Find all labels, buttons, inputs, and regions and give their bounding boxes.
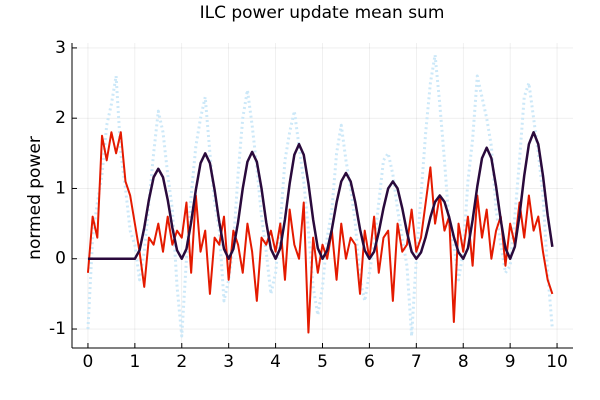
x-tick-label: 10 [546, 352, 568, 372]
y-axis-label: normed power [25, 136, 45, 260]
x-tick-label: 0 [83, 352, 94, 372]
chart-title: ILC power update mean sum [200, 3, 445, 23]
x-tick-label: 2 [176, 352, 187, 372]
y-tick-label: 2 [55, 108, 66, 128]
y-tick-label: 1 [55, 178, 66, 198]
x-tick-label: 4 [270, 352, 281, 372]
y-tick-label: 0 [55, 249, 66, 269]
x-tick-label: 8 [458, 352, 469, 372]
y-tick-label: 3 [55, 38, 66, 58]
x-tick-label: 6 [364, 352, 375, 372]
x-tick-label: 9 [505, 352, 516, 372]
data-line [86, 131, 554, 334]
data-line [87, 131, 554, 260]
x-tick-label: 5 [317, 352, 328, 372]
x-tick-label: 1 [129, 352, 140, 372]
data-line [86, 53, 554, 338]
x-tick-label: 7 [411, 352, 422, 372]
x-tick-label: 3 [223, 352, 234, 372]
y-tick-label: -1 [49, 319, 66, 339]
